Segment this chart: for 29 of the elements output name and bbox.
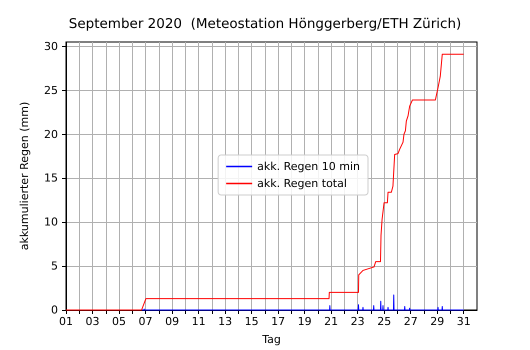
y-tick-label: 0	[51, 304, 58, 316]
x-tick-label: 07	[138, 315, 153, 328]
x-tick-label: 27	[404, 315, 418, 328]
x-tick-label: 09	[165, 315, 180, 328]
y-tick-label: 25	[44, 84, 58, 97]
x-tick-label: 13	[218, 315, 232, 328]
x-axis-title: Tag	[261, 333, 281, 346]
y-tick-label: 15	[44, 172, 58, 185]
x-tick-label: 29	[430, 315, 444, 328]
y-tick-label: 10	[44, 216, 58, 229]
x-tick-label: 11	[192, 315, 206, 328]
y-tick-label: 20	[44, 128, 58, 141]
x-tick-label: 03	[86, 315, 100, 328]
y-tick-label: 5	[51, 260, 58, 273]
chart-title: September 2020 (Meteostation Hönggerberg/ETH Zürich)	[68, 16, 462, 32]
x-tick-label: 31	[456, 315, 471, 328]
x-tick-label: 23	[350, 315, 365, 328]
x-tick-label: 21	[324, 315, 338, 328]
legend-label: akk. Regen 10 min	[257, 160, 360, 173]
x-tick-label: 25	[377, 315, 392, 328]
legend-label: akk. Regen total	[257, 177, 347, 190]
line-series	[66, 54, 464, 310]
y-axis-title: akkumulierter Regen (mm)	[18, 102, 31, 250]
x-tick-label: 01	[59, 315, 73, 328]
x-tick-label: 17	[271, 315, 286, 328]
x-tick-label: 15	[244, 315, 259, 328]
x-tick-label: 19	[298, 315, 312, 328]
x-tick-label: 05	[112, 315, 126, 328]
y-tick-label: 30	[44, 40, 58, 53]
